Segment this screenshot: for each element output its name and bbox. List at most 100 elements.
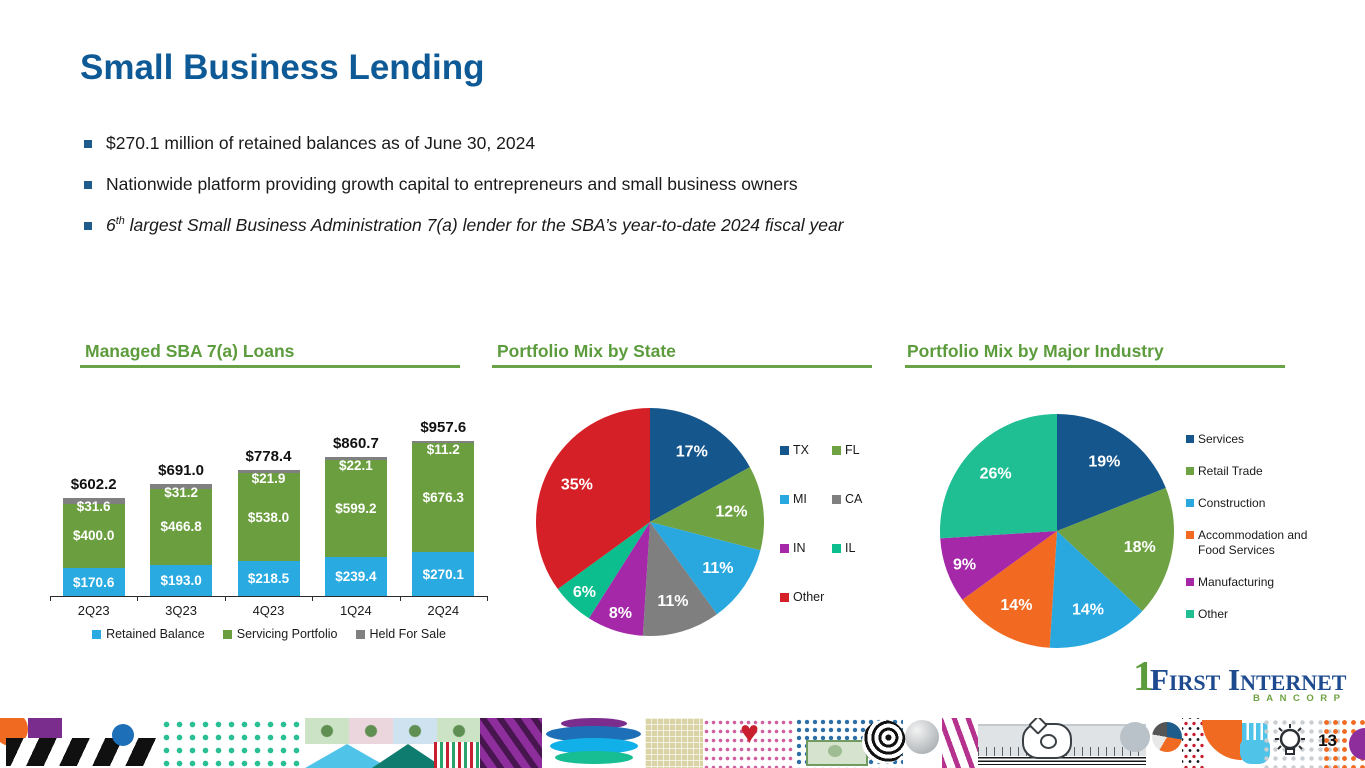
decor-blue-circle: [112, 724, 134, 746]
legend-swatch: [832, 494, 841, 504]
bar-value-label: $538.0: [247, 509, 290, 525]
bar-value-label: $31.6: [76, 499, 111, 515]
axis-tick: [50, 596, 51, 601]
legend-swatch: [1186, 610, 1194, 618]
bar-chart: $400.0 $170.6 $31.6 $602.2 $466.8 $193.0 $31.2…: [50, 400, 488, 641]
bar-segment-servicing-portfolio: $538.0: [237, 473, 300, 561]
bar-plot: $400.0 $170.6 $31.6 $602.2 $466.8 $193.0 $31.2…: [50, 400, 488, 601]
bar-segment-retained-balance: $270.1: [412, 552, 475, 596]
bullet-square-icon: [84, 222, 92, 230]
bar-total-label: $602.2: [70, 476, 117, 494]
axis-tick: [224, 596, 226, 601]
page-title: Small Business Lending: [80, 48, 485, 87]
bullet-text: Nationwide platform providing growth cap…: [106, 174, 798, 194]
logo-name: First Internet: [1150, 662, 1347, 697]
bar-value-label: $11.2: [426, 441, 460, 457]
pie-slice-manufacturing: [940, 531, 1057, 600]
legend-label: Other: [1198, 607, 1229, 621]
bar-segment-servicing-portfolio: $400.0: [62, 503, 125, 569]
title-underline: [492, 365, 872, 368]
bar-segment-servicing-portfolio: $599.2: [324, 460, 387, 558]
legend-swatch: [1186, 531, 1194, 539]
pie-value-label: 35%: [561, 477, 593, 494]
pie-slice-construction: [1049, 531, 1143, 648]
legend-swatch: [1186, 435, 1194, 443]
decor-triangle: [372, 744, 444, 768]
legend-label: Services: [1198, 432, 1245, 446]
pie-slice-other: [536, 408, 650, 590]
bullet-text: 6th largest Small Business Administratio…: [106, 215, 844, 235]
bar-segment-servicing-portfolio: $466.8: [150, 489, 213, 565]
decor-sphere: [905, 720, 939, 754]
legend-item: Held For Sale: [355, 627, 446, 641]
pie-value-label: 11%: [657, 593, 688, 610]
legend-item: Retail Trade: [1186, 464, 1320, 479]
bar-total-label: $860.7: [332, 434, 379, 452]
decor-spiral: [862, 720, 906, 764]
pie-slice-fl: [650, 467, 764, 551]
bar-4Q23: $538.0 $218.5 $21.9: [237, 469, 300, 596]
pie-slice-services: [1057, 414, 1166, 531]
legend-label: Retail Trade: [1198, 464, 1263, 478]
bar-segment-retained-balance: $170.6: [62, 568, 125, 596]
bullet-text: $270.1 million of retained balances as o…: [106, 133, 536, 153]
legend-label: IN: [793, 541, 806, 555]
logo-numeral: 1: [1133, 654, 1154, 700]
legend-item: Retained Balance: [92, 627, 205, 641]
legend-item: MI: [780, 490, 832, 508]
axis-tick: [312, 596, 314, 601]
bar-chart-title: Managed SBA 7(a) Loans: [85, 341, 295, 361]
decor-orange-fan: [1202, 720, 1242, 760]
legend-label: TX: [793, 443, 809, 457]
bar-3Q23: $466.8 $193.0 $31.2: [150, 484, 213, 596]
industry-pie-title: Portfolio Mix by Major Industry: [907, 341, 1164, 361]
pie-value-label: 12%: [715, 504, 747, 521]
decor-grid-tile: [645, 718, 703, 768]
decor-money-band: [305, 718, 480, 744]
legend-item: Construction: [1186, 496, 1320, 511]
decor-purple-semicircle: [1349, 728, 1365, 760]
legend-swatch: [1186, 578, 1194, 586]
x-axis-label: 1Q24: [339, 603, 372, 618]
decor-gray-circle: [1120, 722, 1150, 752]
bar-value-label: $193.0: [160, 572, 202, 588]
pie-value-label: 19%: [1088, 453, 1120, 470]
decor-ellipses: [546, 718, 641, 768]
bar-segment-retained-balance: $193.0: [150, 564, 213, 596]
pie-value-label: 14%: [1072, 601, 1104, 618]
bar-value-label: $466.8: [160, 519, 202, 535]
bullet-item: 6th largest Small Business Administratio…: [84, 215, 844, 236]
bar-segment-servicing-portfolio: $676.3: [412, 442, 475, 553]
bullet-square-icon: [84, 181, 92, 189]
legend-item: Other: [1186, 607, 1320, 622]
bar-value-label: $239.4: [335, 569, 377, 585]
pie-value-label: 8%: [609, 605, 632, 622]
legend-label: CA: [845, 492, 863, 506]
dollar-bill-icon: [806, 740, 868, 766]
legend-item: Servicing Portfolio: [222, 627, 338, 641]
bar-segment-retained-balance: $218.5: [237, 560, 300, 596]
bar-value-label: $270.1: [422, 566, 464, 582]
legend-label: Held For Sale: [369, 627, 446, 641]
bar-value-label: $599.2: [335, 501, 377, 517]
bar-segment-held-for-sale: [412, 440, 475, 443]
bar-1Q24: $599.2 $239.4 $22.1: [324, 456, 387, 596]
legend-label: FL: [845, 443, 860, 457]
bar-segment-held-for-sale: [324, 456, 387, 461]
pie-value-label: 17%: [676, 443, 708, 460]
pie-value-label: 9%: [953, 556, 976, 573]
x-axis-label: 3Q23: [165, 603, 197, 618]
legend-swatch: [355, 629, 365, 639]
legend-swatch: [780, 592, 789, 602]
pie-slice-other: [940, 414, 1057, 539]
pie-slice-accommodation-and-food-services: [962, 531, 1057, 648]
state-pie-chart: 17% 12% 11% 11% 8% 6% 35%: [536, 408, 764, 636]
pie-slice-retail-trade: [1057, 487, 1174, 612]
decor-dot-grid: [160, 718, 305, 768]
legend-swatch: [222, 629, 232, 639]
lightbulb-icon: [1270, 722, 1310, 768]
legend-item: Manufacturing: [1186, 575, 1320, 590]
title-underline: [905, 365, 1285, 368]
bar-value-label: $400.0: [73, 528, 115, 544]
bar-value-label: $22.1: [338, 457, 373, 473]
